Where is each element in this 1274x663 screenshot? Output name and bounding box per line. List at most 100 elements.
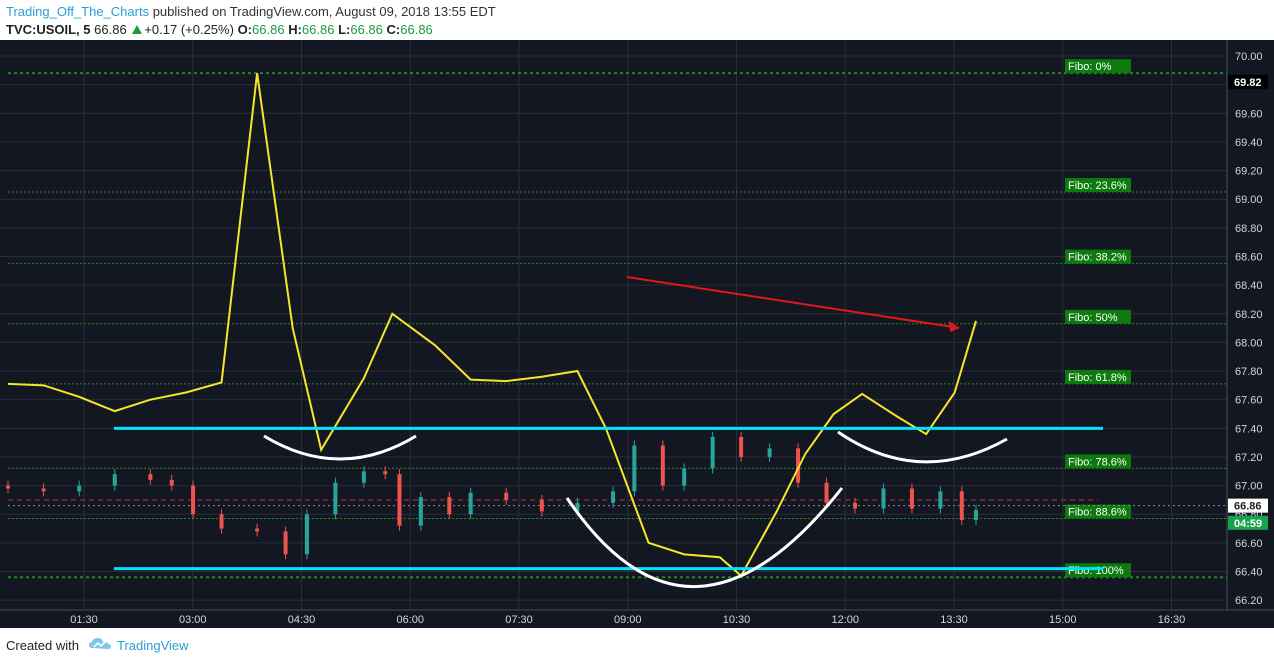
price-label: 69.82: [1234, 77, 1262, 89]
open-value: 66.86: [252, 22, 285, 37]
candle: [283, 531, 288, 555]
publish-line: Trading_Off_The_Charts published on Trad…: [6, 4, 496, 19]
candle: [361, 471, 366, 483]
fib-label-bg: [1065, 454, 1131, 469]
candle: [767, 448, 772, 457]
fibonacci-retracement[interactable]: Fibo: 0% Fibo: 23.6% Fibo: 38.2% Fibo: 50% F…: [8, 59, 1227, 579]
candle: [504, 492, 509, 500]
price-change: +0.17 (+0.25%): [144, 22, 234, 37]
ohlc-line: TVC:USOIL, 5 66.86 +0.17 (+0.25%) O:66.8…: [6, 22, 433, 37]
candle: [611, 491, 615, 503]
candle: [219, 514, 224, 529]
candle: [959, 491, 964, 520]
candle: [191, 485, 196, 515]
price-tick-label: 69.20: [1235, 166, 1263, 178]
fib-label-bg: [1065, 309, 1131, 324]
price-chart[interactable]: Fibo: 0% Fibo: 23.6% Fibo: 38.2% Fibo: 50% F…: [0, 40, 1274, 628]
candle: [468, 492, 473, 515]
candle: [853, 502, 857, 509]
chart-background: [0, 40, 1274, 628]
fib-label-bg: [1065, 249, 1131, 264]
close-label: C:: [386, 22, 401, 37]
candle: [255, 528, 260, 532]
price-tick-label: 67.40: [1235, 423, 1263, 435]
time-tick-label: 09:00: [614, 614, 642, 626]
low-label: L:: [338, 22, 351, 37]
fib-label: Fibo: 38.2%: [1068, 252, 1127, 264]
candle: [6, 485, 10, 489]
drawing-tools[interactable]: [114, 276, 1103, 589]
right-shoulder-curve: [837, 430, 1008, 464]
price-tick-label: 68.60: [1235, 251, 1263, 263]
price-label-bg: [1228, 498, 1268, 513]
trend-arrow-line: [626, 276, 954, 328]
candle: [938, 491, 943, 509]
time-tick-label: 10:30: [723, 614, 751, 626]
time-tick-label: 15:00: [1049, 614, 1077, 626]
price-tick-label: 66.60: [1235, 538, 1263, 550]
fib-label: Fibo: 23.6%: [1068, 180, 1127, 192]
price-tick-label: 68.80: [1235, 223, 1263, 235]
tradingview-link[interactable]: TradingView: [117, 638, 189, 653]
candle: [682, 468, 687, 486]
candle: [169, 479, 174, 486]
fib-label: Fibo: 78.6%: [1068, 456, 1127, 468]
high-value: 66.86: [301, 22, 335, 37]
candle: [539, 499, 544, 512]
price-tick-label: 68.20: [1235, 309, 1263, 321]
candle: [77, 485, 82, 492]
low-value: 66.86: [350, 22, 383, 37]
candle: [796, 448, 801, 483]
head-curve: [565, 487, 844, 589]
fib-label-bg: [1065, 504, 1131, 519]
grid-lines: [0, 40, 1227, 610]
candle: [824, 482, 829, 503]
time-tick-label: 03:00: [179, 614, 207, 626]
time-tick-label: 13:30: [940, 614, 968, 626]
time-tick-label: 16:30: [1158, 614, 1186, 626]
left-shoulder-curve: [263, 434, 417, 461]
footer: Created with TradingView: [0, 628, 1274, 663]
fib-label: Fibo: 61.8%: [1068, 372, 1127, 384]
price-axis-labels: 69.82 66.86 04:59: [1228, 74, 1268, 530]
candle: [660, 445, 665, 486]
candlestick-series: [6, 431, 978, 560]
candle: [739, 436, 744, 457]
price-tick-label: 67.20: [1235, 452, 1263, 464]
price-tick-label: 66.20: [1235, 595, 1263, 607]
price-tick-label: 69.00: [1235, 194, 1263, 206]
candle: [974, 509, 978, 520]
reference-lines: [8, 499, 1227, 507]
candle: [710, 436, 715, 469]
high-label: H:: [288, 22, 302, 37]
price-label-bg: [1228, 74, 1268, 89]
fib-label-bg: [1065, 369, 1131, 384]
time-tick-label: 12:00: [831, 614, 859, 626]
symbol-label: TVC:USOIL, 5: [6, 22, 91, 37]
trend-arrow-head-icon: [949, 321, 960, 332]
tradingview-logo-icon: [89, 638, 111, 649]
time-tick-label: 04:30: [288, 614, 316, 626]
price-tick-label: 70.00: [1235, 51, 1263, 63]
open-label: O:: [237, 22, 253, 37]
created-with-text: Created with: [6, 638, 79, 653]
overlay-series-line: [7, 73, 977, 578]
candle: [333, 482, 338, 515]
fib-label-bg: [1065, 59, 1131, 74]
price-tick-label: 67.80: [1235, 366, 1263, 378]
price-label: 66.86: [1234, 501, 1262, 513]
candle: [397, 474, 402, 526]
close-value: 66.86: [400, 22, 433, 37]
candle: [632, 445, 637, 492]
author-link[interactable]: Trading_Off_The_Charts: [6, 4, 150, 19]
time-axis[interactable]: 01:30 03:00 04:30 06:00 07:30 09:00 10:30 12:00…: [70, 614, 1185, 626]
price-tick-label: 68.40: [1235, 280, 1263, 292]
candle: [304, 514, 309, 555]
candle: [41, 488, 46, 492]
price-tick-label: 69.40: [1235, 137, 1263, 149]
price-tick-label: 67.00: [1235, 481, 1263, 493]
candle: [447, 497, 452, 515]
fib-label: Fibo: 88.6%: [1068, 507, 1127, 519]
price-tick-label: 69.60: [1235, 108, 1263, 120]
candle: [575, 502, 580, 512]
